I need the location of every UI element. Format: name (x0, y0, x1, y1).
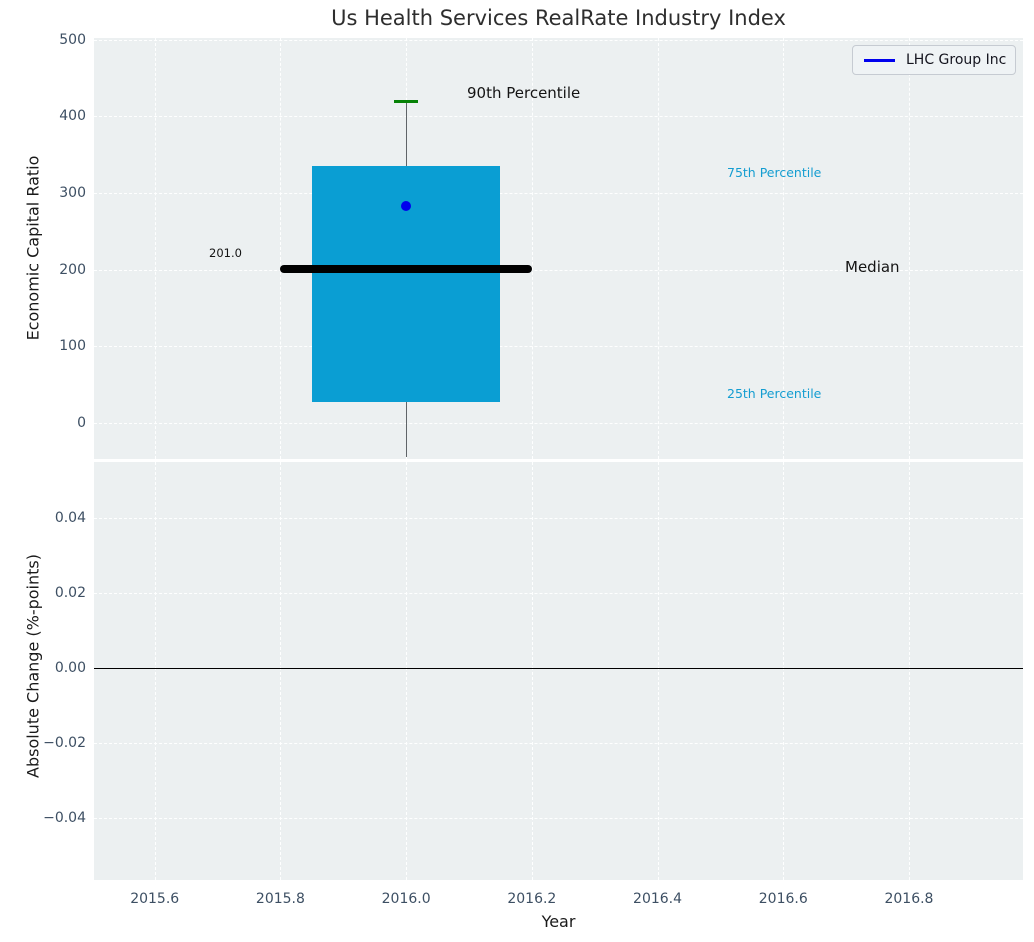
p90-tick-mark (394, 99, 419, 103)
bottom-plot-area (94, 462, 1023, 880)
company-marker-dot (401, 201, 412, 212)
y-gridline (94, 116, 1023, 118)
x-gridline (657, 462, 659, 880)
y-tick-label: 300 (59, 185, 86, 201)
x-gridline (783, 462, 785, 880)
median-line (280, 264, 532, 273)
y-tick-label: 400 (59, 108, 86, 125)
y-gridline (94, 818, 1023, 819)
x-tick-label: 2016.4 (633, 891, 683, 907)
x-gridline (280, 462, 282, 880)
y-gridline (94, 517, 1023, 519)
x-gridline (531, 38, 533, 459)
y-tick-label: 0.02 (54, 584, 86, 601)
legend-line-swatch (864, 58, 895, 62)
x-gridline (406, 462, 408, 880)
top-plot-area (94, 38, 1023, 459)
zero-line (94, 667, 1023, 669)
x-tick-label: 2015.6 (130, 891, 180, 907)
y-tick-label: 500 (59, 31, 86, 48)
y-gridline (94, 743, 1023, 744)
x-gridline (908, 462, 910, 880)
x-gridline (280, 38, 282, 459)
x-gridline (154, 462, 156, 880)
annotation-75th-percentile: 75th Percentile (727, 165, 822, 180)
y-gridline (94, 346, 1023, 348)
x-gridline (531, 462, 533, 880)
y-tick-label: 200 (59, 261, 86, 278)
y-tick-label: 0.04 (54, 509, 86, 526)
x-tick-label: 2016.6 (758, 891, 808, 907)
chart-title: Us Health Services RealRate Industry Ind… (331, 6, 786, 30)
annotation-median: Median (845, 258, 900, 276)
y-gridline (94, 269, 1023, 271)
x-tick-label: 2016.8 (884, 891, 934, 907)
x-tick-label: 2016.2 (507, 891, 557, 907)
y-gridline (94, 193, 1023, 194)
y-tick-label: 100 (59, 338, 86, 355)
x-gridline (657, 38, 659, 459)
x-axis-label: Year (541, 912, 576, 931)
annotation-90th-percentile: 90th Percentile (467, 84, 581, 102)
x-gridline (783, 38, 785, 459)
x-tick-label: 2016.0 (381, 891, 431, 907)
y-tick-label: −0.02 (43, 735, 86, 751)
annotation-25th-percentile: 25th Percentile (727, 386, 822, 401)
y-tick-label: 0 (77, 414, 86, 431)
legend-label: LHC Group Inc (906, 52, 1007, 68)
y-gridline (94, 592, 1023, 594)
y-gridline (94, 39, 1023, 41)
y-gridline (94, 422, 1023, 424)
y-tick-label: 0.00 (54, 659, 86, 676)
x-gridline (908, 38, 910, 459)
annotation-median-value: 201.0 (209, 246, 242, 260)
y-tick-label: −0.04 (43, 810, 86, 826)
x-gridline (154, 38, 156, 459)
legend: LHC Group Inc (852, 45, 1016, 75)
x-tick-label: 2015.8 (255, 891, 305, 907)
